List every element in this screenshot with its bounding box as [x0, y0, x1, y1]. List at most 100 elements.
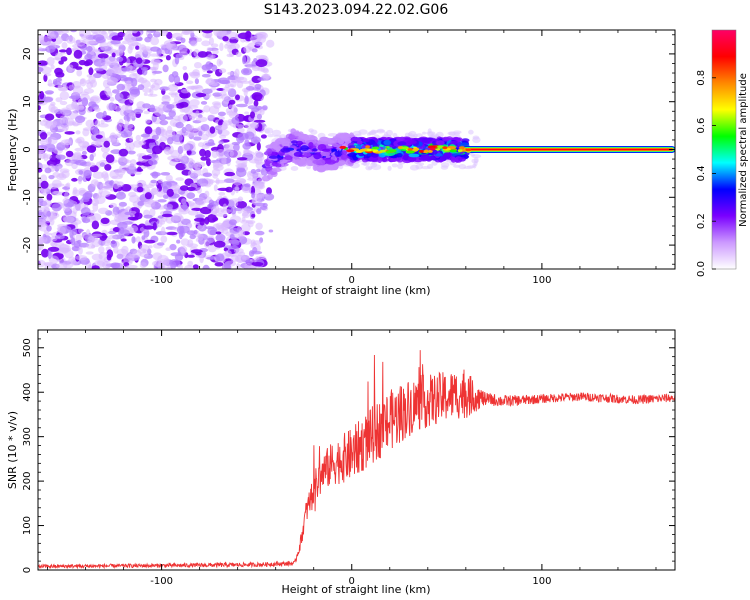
heatmap-cell: [106, 35, 114, 41]
heatmap-cell: [422, 131, 427, 135]
heatmap-cell: [75, 105, 85, 110]
heatmap-cell: [116, 253, 126, 260]
heatmap-cell: [71, 177, 78, 182]
heatmap-cell: [458, 164, 467, 170]
heatmap-cell: [90, 233, 103, 237]
heatmap-cell: [91, 220, 100, 230]
heatmap-cell: [175, 177, 184, 181]
heatmap-cell: [125, 80, 132, 87]
heatmap-cell: [176, 225, 185, 235]
heatmap-cell: [113, 245, 119, 254]
heatmap-cell: [39, 91, 45, 100]
heatmap-cell: [217, 121, 223, 126]
heatmap-cell: [196, 225, 204, 230]
heatmap-cell: [312, 159, 321, 164]
heatmap-cell: [263, 73, 269, 79]
heatmap-cell: [75, 255, 88, 261]
heatmap-cell: [59, 115, 70, 121]
heatmap-cell: [213, 240, 226, 248]
heatmap-cell: [205, 78, 216, 85]
heatmap-cell: [407, 148, 413, 151]
heatmap-cell: [260, 134, 267, 139]
heatmap-cell: [78, 30, 91, 38]
heatmap-cell: [391, 163, 398, 168]
heatmap-cell: [111, 211, 118, 217]
heatmap-cell: [202, 172, 213, 178]
heatmap-cell: [90, 51, 95, 55]
heatmap-cell: [93, 106, 99, 111]
heatmap-cell: [204, 142, 216, 147]
heatmap-cell: [129, 96, 135, 103]
heatmap-cell: [266, 148, 273, 155]
heatmap-cell: [379, 149, 387, 153]
heatmap-cell: [152, 252, 163, 261]
heatmap-cell: [101, 171, 109, 179]
heatmap-cell: [186, 186, 196, 191]
heatmap-cell: [150, 188, 159, 195]
heatmap-cell: [146, 184, 155, 189]
heatmap-cell: [155, 126, 162, 136]
heatmap-cell: [98, 246, 105, 254]
heatmap-cell: [86, 145, 97, 153]
heatmap-cell: [82, 127, 93, 131]
heatmap-cell: [143, 225, 155, 230]
heatmap-cell: [138, 44, 147, 52]
heatmap-cell: [114, 168, 126, 176]
heatmap-cell: [351, 137, 362, 142]
heatmap-cell: [160, 172, 171, 176]
heatmap-cell: [147, 33, 153, 39]
heatmap-cell: [251, 213, 256, 218]
heatmap-cell: [235, 263, 241, 269]
heatmap-cell: [244, 111, 250, 115]
heatmap-cell: [180, 89, 190, 94]
heatmap-cell: [118, 229, 130, 237]
heatmap-cell: [108, 230, 117, 235]
heatmap-cell: [193, 221, 201, 226]
heatmap-cell: [126, 58, 131, 66]
heatmap-cell: [196, 116, 208, 123]
heatmap-cell: [173, 141, 184, 145]
heatmap-cell: [237, 132, 249, 141]
heatmap-cell: [251, 75, 262, 84]
heatmap-cell: [241, 186, 252, 193]
heatmap-cell: [186, 230, 196, 236]
heatmap-cell: [40, 174, 48, 183]
spectrogram-x-axis-label: Height of straight line (km): [281, 284, 430, 297]
heatmap-cell: [160, 226, 166, 235]
heatmap-cell: [266, 39, 275, 48]
heatmap-cell: [144, 126, 153, 135]
heatmap-cell: [160, 30, 168, 36]
heatmap-cell: [94, 67, 104, 72]
heatmap-cell: [262, 68, 270, 74]
heatmap-cell: [406, 139, 417, 145]
heatmap-cell: [427, 128, 432, 134]
heatmap-cell: [47, 246, 60, 252]
heatmap-cell: [327, 140, 335, 144]
heatmap-cell: [365, 145, 371, 149]
heatmap-cell: [135, 57, 143, 64]
heatmap-cell: [367, 130, 377, 136]
heatmap-cell: [94, 120, 101, 127]
heatmap-cell: [67, 64, 74, 70]
heatmap-cell: [60, 56, 68, 62]
heatmap-cell: [45, 136, 58, 145]
heatmap-cell: [244, 263, 253, 269]
heatmap-cell: [188, 71, 200, 77]
heatmap-cell: [169, 243, 177, 251]
heatmap-cell: [120, 132, 129, 138]
heatmap-cell: [55, 77, 62, 82]
heatmap-cell: [256, 141, 261, 151]
heatmap-cell: [215, 231, 222, 235]
heatmap-cell: [124, 128, 134, 133]
heatmap-cell: [251, 92, 263, 101]
heatmap-cell: [251, 192, 256, 199]
heatmap-cell: [371, 162, 376, 165]
heatmap-cell: [63, 216, 75, 223]
heatmap-cell: [234, 68, 240, 78]
heatmap-cell: [64, 131, 75, 135]
heatmap-cell: [121, 245, 129, 255]
heatmap-cell: [312, 148, 318, 152]
heatmap-cell: [260, 193, 270, 197]
heatmap-cell: [243, 68, 250, 74]
heatmap-cell: [259, 109, 265, 116]
